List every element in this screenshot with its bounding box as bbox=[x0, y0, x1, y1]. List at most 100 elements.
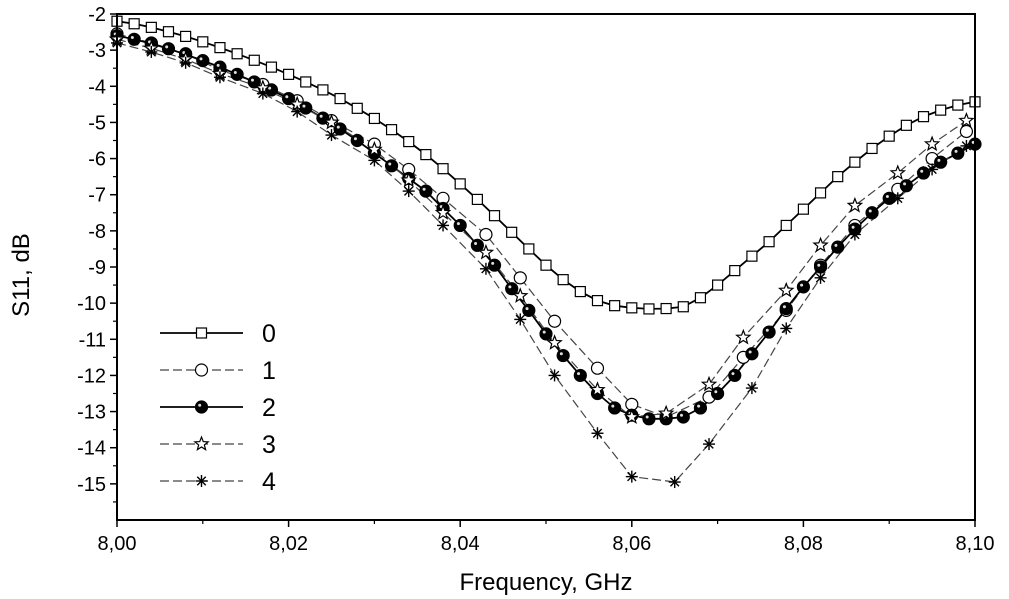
series-4-point bbox=[926, 163, 939, 176]
series-0-point bbox=[403, 135, 415, 148]
series-3-point bbox=[777, 281, 795, 298]
series-0-point bbox=[300, 76, 312, 88]
series-4-point bbox=[479, 262, 492, 275]
series-4-point bbox=[625, 470, 638, 483]
series-0-point bbox=[145, 21, 157, 33]
legend-marker bbox=[194, 363, 209, 377]
series-3-point bbox=[366, 140, 383, 157]
series-2-point bbox=[934, 155, 948, 169]
series-0-point bbox=[917, 111, 930, 123]
series-0-point bbox=[385, 124, 398, 136]
series-4-point bbox=[668, 476, 681, 489]
legend-marker bbox=[194, 400, 209, 414]
series-2-point bbox=[710, 386, 725, 401]
series-0-point bbox=[694, 292, 707, 304]
series-2-point bbox=[693, 401, 708, 415]
series-3-point bbox=[323, 113, 340, 130]
series-0-point bbox=[711, 279, 724, 291]
series-3-point bbox=[623, 408, 641, 425]
series-3-point bbox=[434, 204, 452, 220]
legend-item-2: 2 bbox=[160, 394, 276, 422]
series-0-point bbox=[540, 259, 552, 271]
y-axis-label: S11, dB bbox=[8, 233, 35, 317]
x-tick-label: 8,04 bbox=[441, 533, 480, 555]
x-tick-label: 8,00 bbox=[98, 533, 137, 555]
y-tick-label: -14 bbox=[77, 438, 106, 460]
series-4-point bbox=[745, 382, 758, 395]
series-0-point bbox=[952, 99, 964, 111]
series-3-point bbox=[923, 135, 941, 152]
series-2-point bbox=[350, 133, 364, 148]
series-2-point bbox=[470, 238, 484, 252]
series-2-point bbox=[796, 280, 811, 294]
series-0-point bbox=[248, 54, 260, 66]
series-0-point bbox=[643, 303, 655, 315]
series-4-point bbox=[591, 427, 604, 440]
series-2-point bbox=[384, 159, 399, 173]
series-0-point bbox=[523, 243, 535, 255]
series-0-point bbox=[437, 163, 449, 175]
series-4-point bbox=[548, 369, 561, 382]
series-0-point bbox=[626, 302, 638, 314]
series-2-point bbox=[642, 412, 656, 426]
series-1-point bbox=[959, 124, 974, 139]
series-0-point bbox=[317, 84, 329, 96]
series-4-point bbox=[891, 192, 904, 205]
x-tick-label: 8,10 bbox=[956, 533, 995, 555]
series-0-point bbox=[763, 236, 775, 248]
x-tick-label: 8,08 bbox=[784, 533, 823, 555]
series-0-point bbox=[900, 119, 912, 131]
y-tick-label: -15 bbox=[77, 474, 106, 496]
series-3-point bbox=[546, 334, 563, 350]
series-0-point bbox=[128, 18, 140, 30]
series-4-point bbox=[325, 129, 338, 142]
x-axis-label: Frequency, GHz bbox=[460, 569, 633, 596]
series-2-point bbox=[196, 54, 210, 68]
series-0-point bbox=[814, 187, 827, 199]
y-tick-label: -5 bbox=[88, 112, 106, 134]
series-3-point bbox=[735, 328, 752, 345]
series-2-point bbox=[779, 301, 793, 316]
series-0-point bbox=[677, 301, 689, 313]
series-0-point bbox=[780, 219, 792, 232]
y-tick-label: -4 bbox=[88, 76, 106, 98]
y-tick-label: -3 bbox=[88, 40, 106, 62]
series-0-point bbox=[883, 130, 895, 142]
series-0-point bbox=[832, 171, 844, 183]
series-3-point bbox=[400, 171, 417, 188]
series-2-point bbox=[247, 75, 261, 89]
legend-label: 4 bbox=[262, 468, 276, 496]
series-1-point bbox=[590, 361, 605, 375]
series-3-point bbox=[846, 196, 864, 213]
series-2-point bbox=[161, 42, 176, 56]
y-tick-label: -2 bbox=[88, 4, 106, 26]
series-3-point bbox=[589, 381, 606, 397]
series-2-point bbox=[556, 348, 570, 363]
series-0-point bbox=[283, 68, 295, 80]
series-1-point bbox=[513, 271, 527, 285]
series-4-point bbox=[514, 313, 527, 326]
series-2-point bbox=[831, 240, 845, 254]
series-0-point bbox=[180, 30, 192, 43]
y-tick-label: -11 bbox=[79, 329, 106, 351]
series-4-point bbox=[291, 105, 304, 118]
series-0-point bbox=[162, 26, 175, 38]
legend-label: 3 bbox=[262, 431, 276, 459]
y-tick-label: -12 bbox=[77, 365, 106, 387]
series-2-point bbox=[505, 282, 519, 296]
legend-label: 0 bbox=[262, 320, 276, 348]
series-4-point bbox=[145, 45, 158, 58]
series-line-3 bbox=[116, 38, 967, 418]
series-2-point bbox=[676, 410, 690, 424]
series-2-point bbox=[333, 122, 347, 136]
series-4-point bbox=[703, 438, 716, 451]
legend-marker bbox=[193, 435, 210, 452]
series-0-point bbox=[197, 36, 209, 48]
legend-marker bbox=[195, 475, 208, 487]
series-0-point bbox=[591, 295, 604, 307]
series-3-point bbox=[700, 375, 718, 392]
series-0-point bbox=[866, 142, 878, 155]
legend-item-0: 0 bbox=[160, 320, 276, 348]
y-tick-label: -6 bbox=[88, 149, 106, 171]
series-2-point bbox=[539, 327, 553, 341]
